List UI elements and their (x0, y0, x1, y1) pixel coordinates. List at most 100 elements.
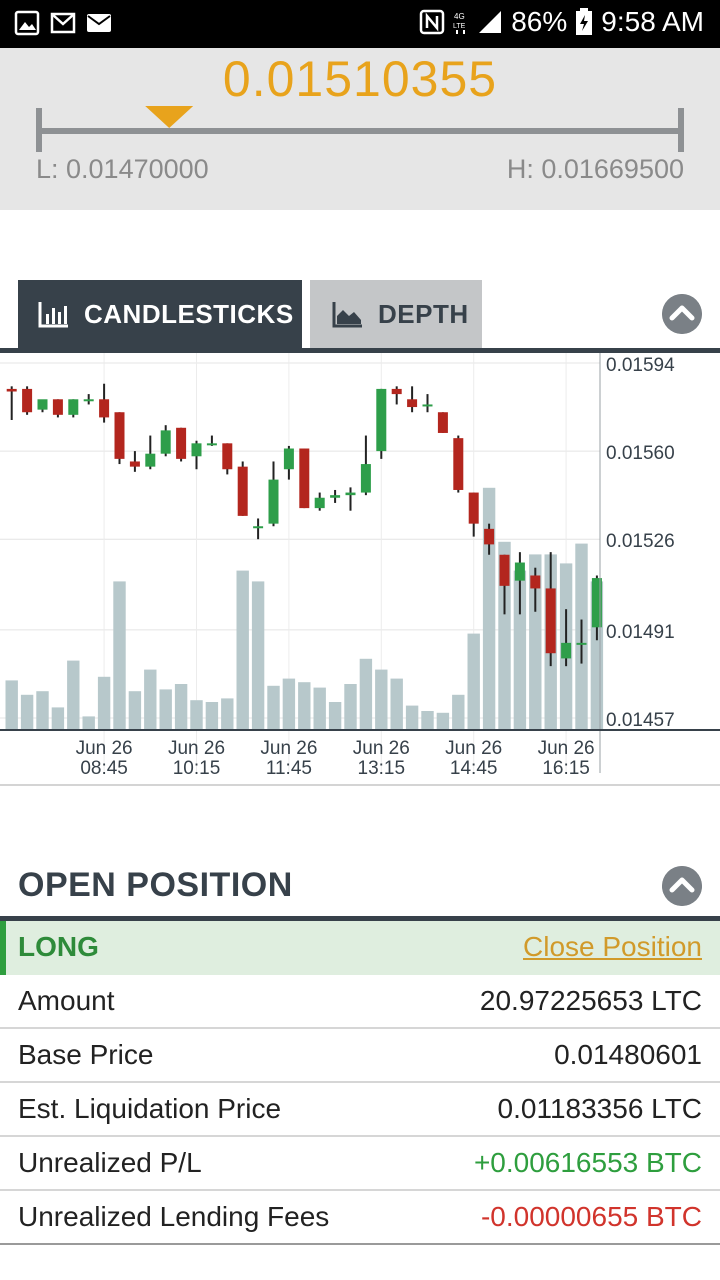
section-divider (0, 916, 720, 921)
row-value: 0.01480601 (554, 1039, 702, 1070)
svg-text:LTE: LTE (453, 23, 466, 30)
candle-body (222, 443, 233, 470)
candle-body (514, 562, 525, 581)
volume-bar (97, 676, 111, 729)
row-unrealized-pl: Unrealized P/L +0.00616553 BTC (0, 1137, 720, 1191)
y-tick-label: 0.01594 (606, 355, 675, 376)
row-label: Base Price (18, 1039, 154, 1070)
candle-body (145, 453, 156, 467)
volume-bar (221, 698, 234, 729)
candle-body (391, 388, 402, 395)
position-side: LONG (18, 931, 99, 962)
x-tick-label: Jun 26 (538, 738, 595, 759)
row-label: Unrealized P/L (18, 1147, 202, 1178)
close-position-link[interactable]: Close Position (523, 931, 702, 962)
candle-body (437, 412, 448, 433)
volume-bar (421, 711, 434, 729)
x-tick-label: Jun 26 (260, 738, 317, 759)
volume-bar (344, 684, 357, 729)
candle-body (206, 443, 217, 446)
row-value: 0.01183356 LTC (497, 1093, 702, 1124)
candle-body (268, 479, 279, 524)
volume-bar (328, 702, 342, 729)
volume-bar (144, 669, 157, 729)
mail-icon (87, 14, 111, 32)
volume-bar (51, 707, 65, 729)
candle-body (545, 588, 556, 654)
gmail-icon (50, 12, 76, 34)
candle-body (499, 554, 510, 586)
nfc-icon (419, 9, 445, 35)
row-label: Est. Liquidation Price (18, 1093, 282, 1124)
candle-body (468, 492, 479, 524)
candle-body (37, 399, 48, 410)
candle-body (561, 642, 572, 659)
candle-body (299, 448, 310, 509)
candle-body (591, 578, 602, 628)
x-tick-label: 08:45 (80, 758, 128, 779)
candle-body (176, 427, 187, 459)
candle-body (376, 388, 387, 452)
volume-bar (282, 678, 296, 729)
price-range-bar (36, 106, 684, 152)
candle-body (237, 466, 248, 516)
candle-body (530, 575, 541, 589)
battery-icon (576, 8, 593, 35)
y-tick-label: 0.01491 (606, 622, 675, 643)
x-tick-label: 16:15 (542, 758, 590, 779)
volume-bar (529, 554, 542, 729)
candle-body (68, 399, 79, 415)
collapse-chart-button[interactable] (662, 294, 702, 334)
candle-body (314, 497, 325, 509)
volume-bar (390, 678, 403, 729)
tab-candlesticks[interactable]: CANDLESTICKS (18, 280, 302, 348)
volume-bar (236, 570, 249, 729)
battery-percent: 86% (511, 6, 568, 37)
tab-divider (0, 348, 720, 353)
candle-body (253, 526, 264, 529)
candle-body (330, 495, 341, 498)
volume-bar (298, 682, 311, 729)
candle-body (283, 448, 294, 470)
open-position-title: OPEN POSITION (18, 866, 293, 904)
volume-bar (313, 687, 326, 729)
volume-bar (513, 570, 527, 729)
row-amount: Amount 20.97225653 LTC (0, 975, 720, 1029)
x-tick-label: 14:45 (450, 758, 498, 779)
volume-bar (174, 684, 188, 729)
volume-bar (128, 691, 142, 729)
candle-body (453, 438, 464, 490)
x-tick-label: 11:45 (266, 758, 312, 779)
volume-bar (405, 705, 419, 729)
candle-body (22, 388, 33, 413)
tab-depth[interactable]: DEPTH (310, 280, 482, 348)
volume-bar (498, 541, 511, 729)
last-price: 0.01510355 (222, 51, 498, 107)
volume-bar (205, 702, 219, 729)
notification-icons (14, 10, 112, 36)
candle-body (407, 399, 418, 408)
x-tick-label: Jun 26 (445, 738, 502, 759)
chevron-up-icon (669, 305, 695, 321)
svg-text:4G: 4G (454, 12, 465, 21)
row-liquidation-price: Est. Liquidation Price 0.01183356 LTC (0, 1083, 720, 1137)
candlestick-chart[interactable]: 0.01594 0.01560 0.01526 0.01491 0.01457 Jun 2… (0, 353, 720, 783)
chart-tabs: CANDLESTICKS DEPTH (0, 280, 720, 350)
x-tick-label: Jun 26 (168, 738, 225, 759)
details-bottom-line (0, 1243, 720, 1245)
row-label: Amount (18, 985, 115, 1016)
volume-bar (436, 712, 450, 729)
row-value: 20.97225653 LTC (479, 985, 702, 1016)
y-tick-label: 0.01560 (606, 443, 675, 464)
collapse-position-button[interactable] (662, 866, 702, 906)
x-tick-label: 10:15 (173, 758, 221, 779)
candle-body (576, 642, 587, 645)
candle-body (484, 528, 495, 545)
price-ticker: 0.01510355 L: 0.01470000 H: 0.01669500 (0, 48, 720, 210)
y-tick-label: 0.01457 (606, 710, 675, 731)
row-label: Unrealized Lending Fees (18, 1201, 330, 1232)
volume-bar (375, 669, 388, 729)
volume-bar (467, 633, 480, 729)
candle-body (360, 464, 371, 493)
volume-bar (159, 689, 172, 729)
